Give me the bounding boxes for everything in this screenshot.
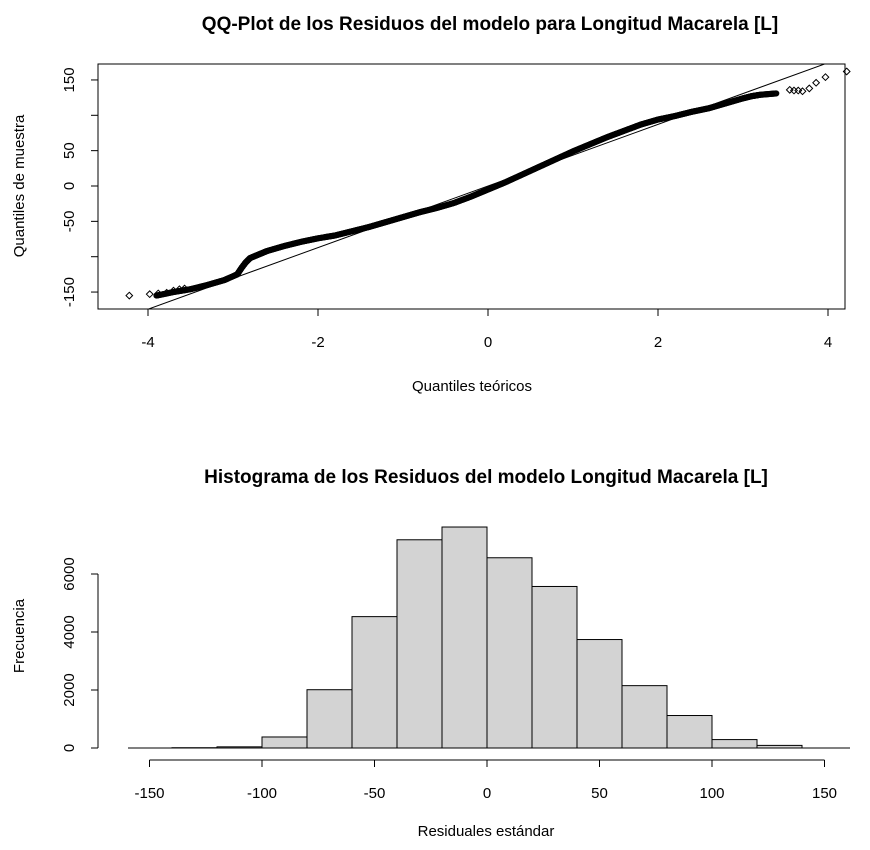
qq-plot: QQ-Plot de los Residuos del modelo para … xyxy=(11,14,851,395)
histogram: Histograma de los Residuos del modelo Lo… xyxy=(11,467,850,840)
histogram-y-tick-label: 2000 xyxy=(61,673,78,706)
histogram-x-tick-label: 50 xyxy=(591,785,608,802)
histogram-y-tick-label: 0 xyxy=(61,744,78,752)
histogram-x-tick-label: -100 xyxy=(247,785,277,802)
qq-tail-point xyxy=(145,290,154,299)
qq-x-tick-label: 2 xyxy=(654,334,662,351)
qq-y-axis-label: Quantiles de muestra xyxy=(11,114,28,257)
histogram-bar xyxy=(711,739,758,749)
qq-y-tick-label: 50 xyxy=(61,142,78,159)
qq-tail-point xyxy=(842,67,851,76)
histogram-x-tick-label: -50 xyxy=(364,785,386,802)
histogram-x-axis-label: Residuales estándar xyxy=(418,823,555,840)
qq-y-axis: -150 -50 0 50 150 xyxy=(61,67,99,307)
histogram-y-axis-label: Frecuencia xyxy=(11,598,28,673)
histogram-bar xyxy=(441,526,488,749)
qq-x-tick-label: 0 xyxy=(484,334,492,351)
histogram-bar xyxy=(306,689,353,749)
histogram-bars xyxy=(171,526,803,749)
histogram-bar xyxy=(216,746,263,749)
histogram-bar xyxy=(621,685,668,749)
histogram-bar xyxy=(666,715,713,749)
qq-y-tick-label: -150 xyxy=(61,277,78,307)
qq-x-tick-label: 4 xyxy=(824,334,832,351)
qq-x-axis-label: Quantiles teóricos xyxy=(412,378,532,395)
qq-tail-point xyxy=(798,87,807,96)
histogram-y-tick-label: 6000 xyxy=(61,557,78,590)
qq-point xyxy=(773,90,780,97)
histogram-bar xyxy=(261,736,308,749)
histogram-bar xyxy=(576,639,623,749)
histogram-x-axis: -150 -100 -50 0 50 100 150 xyxy=(134,759,837,802)
histogram-bar xyxy=(351,616,398,749)
qq-tail-point xyxy=(169,286,178,295)
qq-tail-point xyxy=(154,289,163,298)
qq-y-tick-label: 0 xyxy=(61,182,78,190)
qq-points xyxy=(125,67,851,300)
histogram-bar xyxy=(531,585,578,749)
histogram-x-tick-label: 0 xyxy=(483,785,491,802)
histogram-x-tick-label: 100 xyxy=(699,785,724,802)
qq-plot-title: QQ-Plot de los Residuos del modelo para … xyxy=(202,14,778,35)
qq-tail-point xyxy=(805,84,814,93)
qq-tail-point xyxy=(162,288,171,297)
histogram-x-tick-label: -150 xyxy=(134,785,164,802)
qq-y-tick-label: 150 xyxy=(61,67,78,92)
histogram-x-tick-label: 150 xyxy=(812,785,837,802)
histogram-title: Histograma de los Residuos del modelo Lo… xyxy=(204,467,768,488)
qq-x-tick-label: -4 xyxy=(141,334,154,351)
qq-x-tick-label: -2 xyxy=(311,334,324,351)
qq-tail-point xyxy=(125,291,134,300)
histogram-y-axis: 0 2000 4000 6000 xyxy=(61,557,99,752)
qq-x-axis: -4 -2 0 2 4 xyxy=(141,308,832,351)
qq-y-tick-label: -50 xyxy=(61,211,78,233)
histogram-bar xyxy=(396,539,443,749)
qq-tail-point xyxy=(821,73,830,82)
histogram-bar xyxy=(486,557,533,749)
histogram-y-tick-label: 4000 xyxy=(61,615,78,648)
qq-tail-point xyxy=(812,78,821,87)
histogram-bar xyxy=(756,744,803,749)
qq-tail-point xyxy=(180,284,189,293)
qq-reference-line xyxy=(147,64,827,309)
